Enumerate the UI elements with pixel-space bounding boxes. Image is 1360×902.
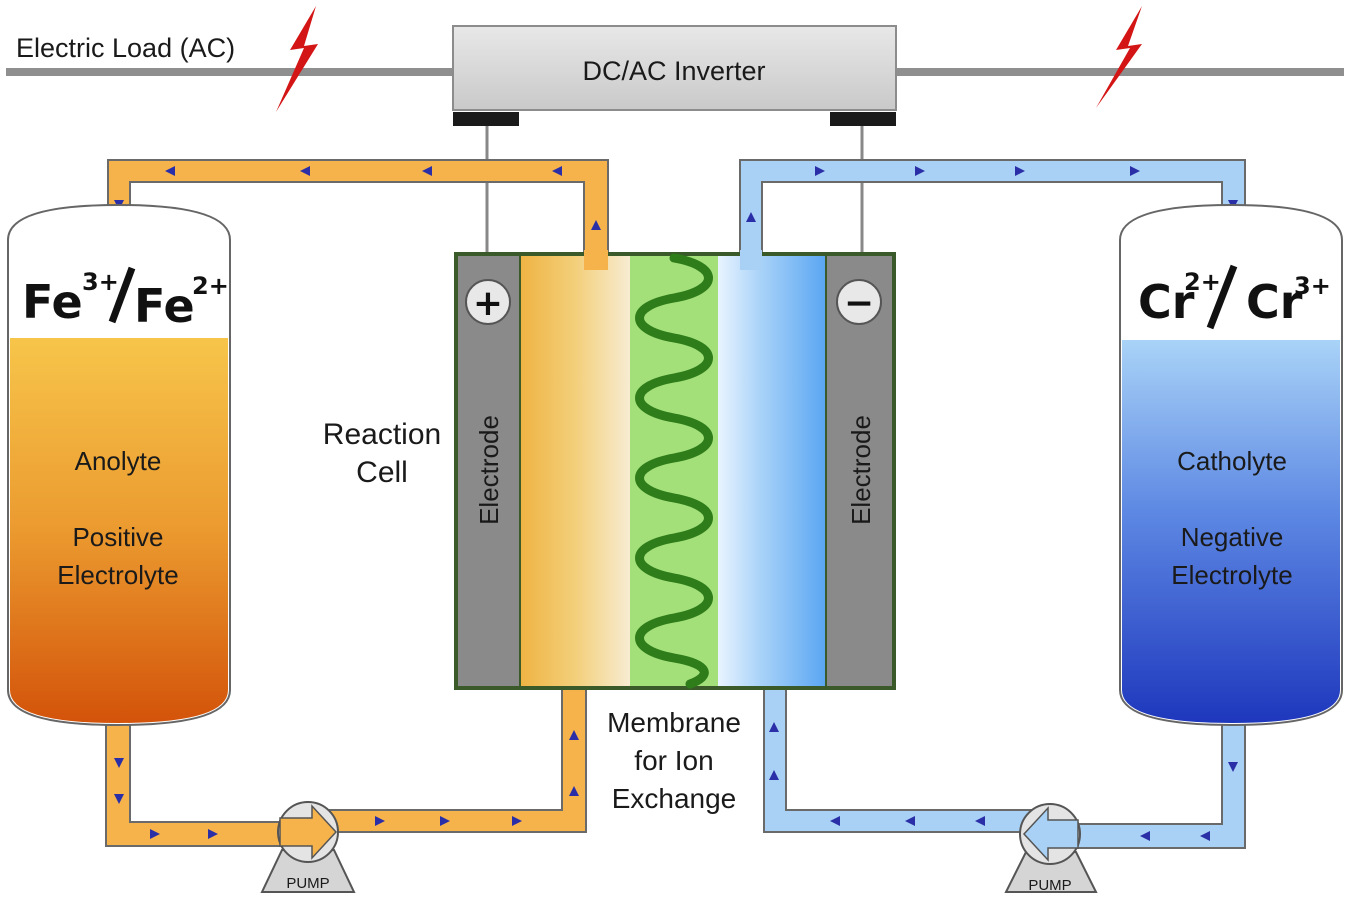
anolyte-tank: [7, 203, 231, 727]
svg-text:Fe: Fe: [22, 275, 83, 329]
positive-label: Positive: [72, 522, 163, 552]
electrolyte-label: Electrolyte: [1171, 560, 1292, 590]
plus-terminal-icon: [465, 279, 511, 325]
electrolyte-label: Electrolyte: [57, 560, 178, 590]
reaction-cell-label-2: Cell: [356, 456, 408, 489]
negative-label: Negative: [1181, 522, 1284, 552]
electrode-right-label: Electrode: [846, 415, 876, 525]
flow-arrows: [114, 166, 1238, 841]
svg-text:Fe: Fe: [134, 279, 195, 333]
plus-sign: +: [473, 283, 503, 324]
inverter-label: DC/AC Inverter: [582, 56, 765, 86]
pump-left-icon: PUMP: [260, 801, 356, 893]
load-label: Electric Load (AC): [16, 33, 235, 63]
catholyte-formula: Cr 2+ Cr 3+: [1138, 264, 1331, 330]
inverter-terminal: [453, 112, 519, 126]
membrane-label-1: Membrane: [607, 707, 741, 738]
catholyte-tank: [1119, 203, 1343, 727]
reaction-cell: [454, 252, 896, 690]
catholyte-label: Catholyte: [1177, 446, 1287, 476]
inverter-box: [452, 25, 897, 111]
electrode-left-label: Electrode: [474, 415, 504, 525]
svg-text:Cr: Cr: [1138, 275, 1195, 329]
minus-sign: −: [844, 283, 874, 324]
svg-text:Cr: Cr: [1246, 275, 1303, 329]
lightning-icon: [276, 6, 318, 112]
anolyte-formula: Fe 3+ Fe 2+: [22, 266, 229, 333]
reaction-cell-label-1: Reaction: [323, 418, 441, 451]
negative-electrode: [826, 256, 892, 686]
svg-text:3+: 3+: [1294, 272, 1331, 300]
pump-right-icon: PUMP: [1004, 803, 1098, 894]
anolyte-label: Anolyte: [75, 446, 162, 476]
membrane-spring: [635, 253, 713, 689]
svg-text:PUMP: PUMP: [286, 875, 329, 892]
positive-electrode: [458, 256, 520, 686]
catholyte-chamber: [718, 256, 826, 686]
pipe-stub: [740, 250, 762, 270]
minus-terminal-icon: [836, 279, 882, 325]
svg-text:2+: 2+: [1184, 268, 1221, 296]
svg-text:PUMP: PUMP: [1028, 877, 1071, 894]
svg-text:2+: 2+: [192, 272, 229, 300]
anolyte-chamber: [520, 256, 630, 686]
membrane-label-2: for Ion: [634, 745, 713, 776]
svg-text:3+: 3+: [82, 268, 119, 296]
lightning-icon: [1096, 6, 1142, 108]
inverter-terminal: [830, 112, 896, 126]
membrane-label-3: Exchange: [612, 783, 737, 814]
pipe-stub: [584, 250, 608, 270]
